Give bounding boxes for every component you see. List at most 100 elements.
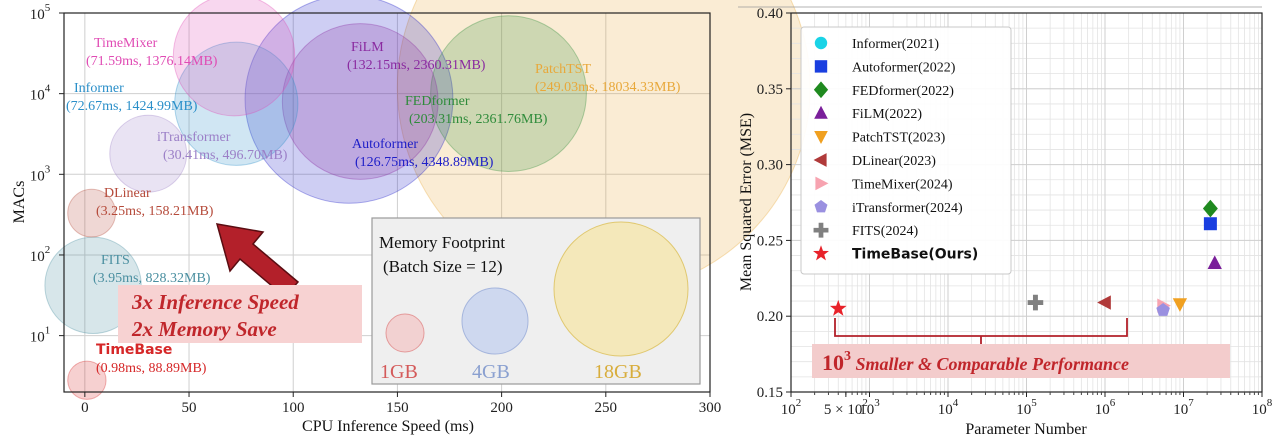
left-y-tick-1e4: 104 [30, 83, 51, 104]
legend-label-patchtst-2023: PatchTST(2023) [852, 131, 946, 146]
right-x-tick-10-2: 102 [781, 397, 802, 418]
detail-timemixer: (71.59ms, 1376.14MB) [86, 54, 218, 69]
right-x-tick-10-8: 108 [1252, 397, 1273, 418]
left-y-tick-1e1: 101 [30, 325, 51, 346]
detail-timebase: (0.98ms, 88.89MB) [96, 361, 207, 376]
legend-marker-timebase-ours [813, 245, 829, 261]
right-legend: Informer(2021) Autoformer(2022) FEDformer(… [800, 26, 1012, 275]
detail-dlinear: (3.25ms, 158.21MB) [96, 204, 214, 219]
marker-film-2022 [1207, 255, 1222, 269]
bubble-itransformer [109, 114, 188, 193]
bubble-timemixer [172, 0, 296, 117]
bubble-dlinear [67, 188, 116, 238]
marker-fedformer-2022 [1202, 199, 1218, 218]
right-y-tick-0.20: 0.20 [757, 309, 783, 325]
detail-informer: (72.67ms, 1424.99MB) [66, 99, 198, 114]
label-timemixer: TimeMixer [94, 36, 158, 51]
memory-label-4gb: 4GB [472, 361, 510, 383]
legend-marker-fits-2024 [813, 222, 829, 238]
callout-line-1: 3x Inference Speed [131, 290, 299, 314]
left-chart: Memory Footprint (Batch Size = 12) 1GB 4… [11, 0, 811, 435]
legend-label-fits-2024: FITS(2024) [852, 224, 918, 239]
label-fedformer: FEDformer [405, 94, 470, 109]
legend-label-autoformer-2022: Autoformer(2022) [852, 60, 956, 75]
label-timebase: TimeBase [96, 342, 172, 358]
left-plot-frame [63, 12, 711, 393]
left-x-tick-250: 250 [595, 400, 618, 416]
legend-marker-informer-2021 [814, 36, 828, 50]
marker-fits-2024 [1027, 294, 1044, 311]
detail-autoformer: (126.75ms, 4348.89MB) [355, 155, 494, 170]
right-x-tick-10-3: 103 [859, 397, 880, 418]
right-y-tick-0.40: 0.40 [757, 6, 783, 22]
bubble-informer [174, 41, 299, 166]
label-patchtst: PatchTST [535, 62, 591, 77]
right-x-tick-10-7: 107 [1173, 397, 1194, 418]
legend-marker-dlinear-2023 [813, 153, 827, 167]
memory-label-18gb: 18GB [594, 361, 642, 383]
bubble-film [281, 23, 439, 180]
right-chart: 103 Smaller & Comparable Performance Inf… [738, 6, 1273, 438]
legend-marker-autoformer-2022 [814, 60, 828, 73]
marker-timebase-ours [829, 299, 847, 316]
legend-label-informer-2021: Informer(2021) [852, 37, 939, 52]
bubble-timebase [67, 360, 107, 400]
right-x-tick-10-5: 105 [1016, 397, 1037, 418]
parameter-callout: 103 Smaller & Comparable Performance [812, 318, 1230, 378]
left-x-tick-200: 200 [490, 400, 513, 416]
right-y-tick-0.30: 0.30 [757, 158, 783, 174]
legend-label-film-2022: FiLM(2022) [852, 107, 922, 122]
memory-label-1gb: 1GB [380, 361, 418, 383]
bubble-autoformer [244, 0, 454, 204]
memory-footprint-legend: Memory Footprint (Batch Size = 12) 1GB 4… [371, 217, 701, 385]
legend-label-dlinear-2023: DLinear(2023) [852, 154, 936, 169]
legend-label-fedformer-2022: FEDformer(2022) [852, 84, 954, 99]
legend-marker-fedformer-2022 [813, 81, 829, 99]
right-y-tick-0.35: 0.35 [757, 82, 783, 98]
marker-itransformer-2024 [1156, 302, 1170, 316]
left-x-tick-50: 50 [182, 400, 197, 416]
legend-marker-itransformer-2024 [814, 199, 828, 213]
memory-legend-subtitle: (Batch Size = 12) [383, 257, 503, 276]
left-x-axis-title: CPU Inference Speed (ms) [302, 418, 474, 435]
bubble-fedformer [430, 15, 587, 173]
left-x-tick-100: 100 [282, 400, 305, 416]
marker-patchtst-2023 [1172, 298, 1188, 312]
right-markers [829, 199, 1222, 316]
left-y-tick-1e3: 103 [30, 163, 51, 184]
left-x-tick-0: 0 [81, 400, 89, 416]
right-y-axis-title: Mean Squared Error (MSE) [738, 113, 755, 291]
right-x-axis-title: Parameter Number [965, 421, 1087, 438]
memory-bubble-4gb [461, 287, 529, 355]
detail-film: (132.15ms, 2360.31MB) [347, 58, 486, 73]
detail-itransformer: (30.41ms, 496.70MB) [163, 148, 288, 163]
left-x-tick-150: 150 [386, 400, 409, 416]
memory-bubble-18gb [553, 221, 689, 357]
right-x-tick-10-6: 106 [1095, 397, 1116, 418]
memory-bubble-1gb [385, 313, 425, 353]
left-y-tick-1e2: 102 [30, 244, 51, 265]
right-y-tick-0.15: 0.15 [757, 385, 783, 401]
legend-label-timemixer-2024: TimeMixer(2024) [852, 177, 953, 192]
right-y-tick-0.25: 0.25 [757, 233, 783, 249]
label-fits: FITS [101, 253, 130, 268]
left-y-axis-title: MACs [11, 181, 28, 224]
legend-marker-film-2022 [814, 105, 828, 119]
speed-callout: 3x Inference Speed 2x Memory Save [118, 223, 362, 343]
label-film: FiLM [351, 40, 384, 55]
marker-dlinear-2023 [1097, 295, 1111, 310]
detail-patchtst: (249.03ms, 18034.33MB) [535, 80, 681, 95]
left-x-tick-300: 300 [699, 400, 722, 416]
legend-label-timebase-ours: TimeBase(Ours) [852, 247, 978, 263]
right-x-tick-5-10-2: 5 × 102 [824, 397, 868, 418]
marker-autoformer-2022 [1203, 217, 1217, 231]
memory-legend-title: Memory Footprint [379, 233, 505, 252]
left-bubble-labels: TimeMixer (71.59ms, 1376.14MB) Informer (72… [66, 36, 681, 376]
callout-background [118, 285, 362, 343]
parameter-callout-background [812, 344, 1230, 378]
label-informer: Informer [74, 81, 124, 96]
legend-marker-timemixer-2024 [815, 176, 829, 191]
detail-fits: (3.95ms, 828.32MB) [93, 271, 211, 286]
